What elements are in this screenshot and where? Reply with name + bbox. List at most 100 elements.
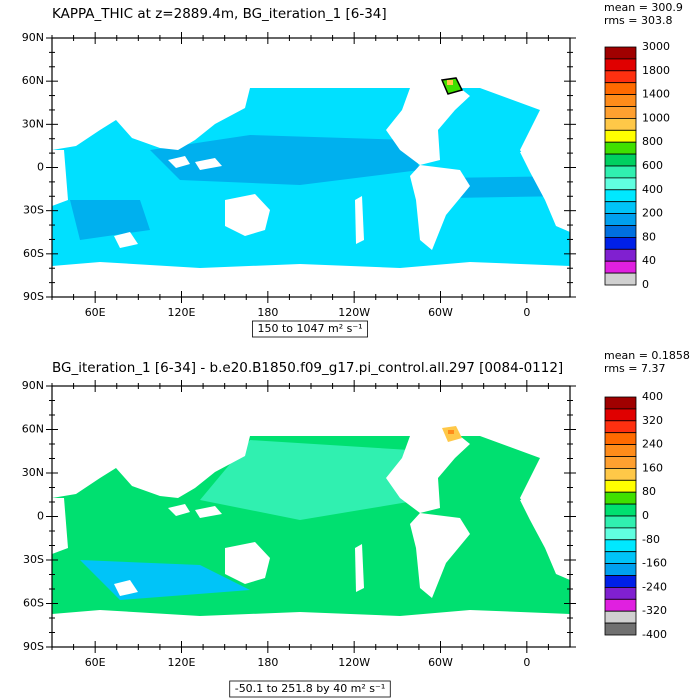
mean-stat: mean = 300.9	[604, 1, 683, 14]
colorbar-box	[604, 408, 637, 422]
colorbar-box	[604, 225, 637, 238]
colorbar-box	[604, 165, 637, 179]
colorbar-label: 320	[642, 414, 663, 427]
lon-label: 60E	[85, 306, 106, 319]
colorbar-box	[604, 58, 637, 72]
colorbar-box	[604, 491, 637, 505]
colorbar-label: 400	[642, 390, 663, 403]
lon-label: 120W	[338, 656, 370, 669]
colorbar-label: 1400	[642, 88, 670, 101]
lon-label: 60E	[85, 656, 106, 669]
map-2	[52, 388, 570, 645]
colorbar-box	[604, 444, 637, 457]
lon-label: 120W	[338, 306, 370, 319]
colorbar-box	[604, 610, 637, 624]
panel-title: BG_iteration_1 [6-34] - b.e20.B1850.f09_…	[52, 360, 563, 376]
colorbar-box	[604, 46, 637, 60]
lat-label: 60S	[23, 597, 44, 610]
lon-label: 60W	[428, 306, 453, 319]
colorbar-label: 160	[642, 461, 663, 474]
colorbar-box	[604, 272, 637, 286]
colorbar-label: 0	[642, 278, 649, 291]
colorbar-label: -240	[642, 580, 667, 593]
range-label: -50.1 to 251.8 by 40 m² s⁻¹	[235, 682, 386, 695]
colorbar-box	[604, 106, 637, 119]
lat-label: 90S	[23, 290, 44, 303]
lon-label: 0	[523, 306, 530, 319]
colorbar-label: 800	[642, 135, 663, 148]
colorbar-label: -80	[642, 533, 660, 546]
colorbar-box	[604, 248, 637, 262]
colorbar-box	[604, 467, 637, 481]
map-1	[52, 40, 570, 297]
panel-title: KAPPA_THIC at z=2889.4m, BG_iteration_1 …	[52, 6, 387, 22]
colorbar-box	[604, 432, 637, 446]
colorbar-label: -160	[642, 557, 667, 570]
colorbar-box	[604, 622, 637, 636]
lon-label: 180	[257, 306, 278, 319]
colorbar-label: 600	[642, 159, 663, 172]
lat-label: 60N	[22, 423, 44, 436]
colorbar-label: 1800	[642, 64, 670, 77]
lat-label: 0	[37, 161, 44, 174]
colorbar-box	[604, 503, 637, 517]
mean-stat: mean = 0.1858	[604, 349, 690, 362]
lat-label: 30N	[22, 466, 44, 479]
colorbar-box	[604, 539, 637, 553]
colorbar-box	[604, 213, 637, 226]
colorbar-box	[604, 420, 637, 434]
colorbar-box	[604, 515, 637, 529]
range-label: 150 to 1047 m² s⁻¹	[257, 322, 362, 335]
colorbar-box	[604, 587, 637, 600]
colorbar-box	[604, 118, 637, 131]
lat-label: 60S	[23, 247, 44, 260]
lon-label: 180	[257, 656, 278, 669]
lon-label: 120E	[168, 306, 196, 319]
colorbar-box	[604, 236, 637, 250]
colorbar-label: 240	[642, 438, 663, 451]
lat-label: 30N	[22, 117, 44, 130]
range-box	[252, 320, 368, 338]
lat-label: 90N	[22, 379, 44, 392]
lon-label: 60W	[428, 656, 453, 669]
range-box	[229, 680, 391, 698]
lon-label: 120E	[168, 656, 196, 669]
colorbar-box	[604, 575, 637, 588]
lon-label: 0	[523, 656, 530, 669]
colorbar-box	[604, 456, 637, 469]
colorbar-label: 80	[642, 230, 656, 243]
colorbar-box	[604, 563, 637, 576]
colorbar-box	[604, 177, 637, 191]
colorbar-label: 0	[642, 509, 649, 522]
colorbar-box	[604, 551, 637, 565]
rms-stat: rms = 7.37	[604, 362, 665, 375]
lat-label: 30S	[23, 553, 44, 566]
lat-label: 0	[37, 510, 44, 523]
colorbar-box	[604, 94, 637, 107]
colorbar-label: 40	[642, 254, 656, 267]
lat-label: 90S	[23, 640, 44, 653]
colorbar-box	[604, 201, 637, 214]
colorbar-box	[604, 129, 637, 143]
rms-stat: rms = 303.8	[604, 14, 672, 27]
colorbar-box	[604, 260, 637, 274]
colorbar-box	[604, 70, 637, 84]
colorbar-label: 400	[642, 183, 663, 196]
colorbar-box	[604, 141, 637, 155]
colorbar-label: 80	[642, 485, 656, 498]
colorbar-box	[604, 82, 637, 95]
colorbar-label: 200	[642, 207, 663, 220]
lat-label: 90N	[22, 31, 44, 44]
colorbar-box	[604, 153, 637, 167]
lat-label: 30S	[23, 204, 44, 217]
colorbar-box	[604, 396, 637, 410]
colorbar-box	[604, 527, 637, 541]
colorbar-label: -400	[642, 628, 667, 641]
lat-label: 60N	[22, 74, 44, 87]
colorbar-box	[604, 479, 637, 493]
colorbar-label: 3000	[642, 40, 670, 53]
colorbar-label: 1000	[642, 111, 670, 124]
colorbar-label: -320	[642, 604, 667, 617]
colorbar-box	[604, 189, 637, 203]
